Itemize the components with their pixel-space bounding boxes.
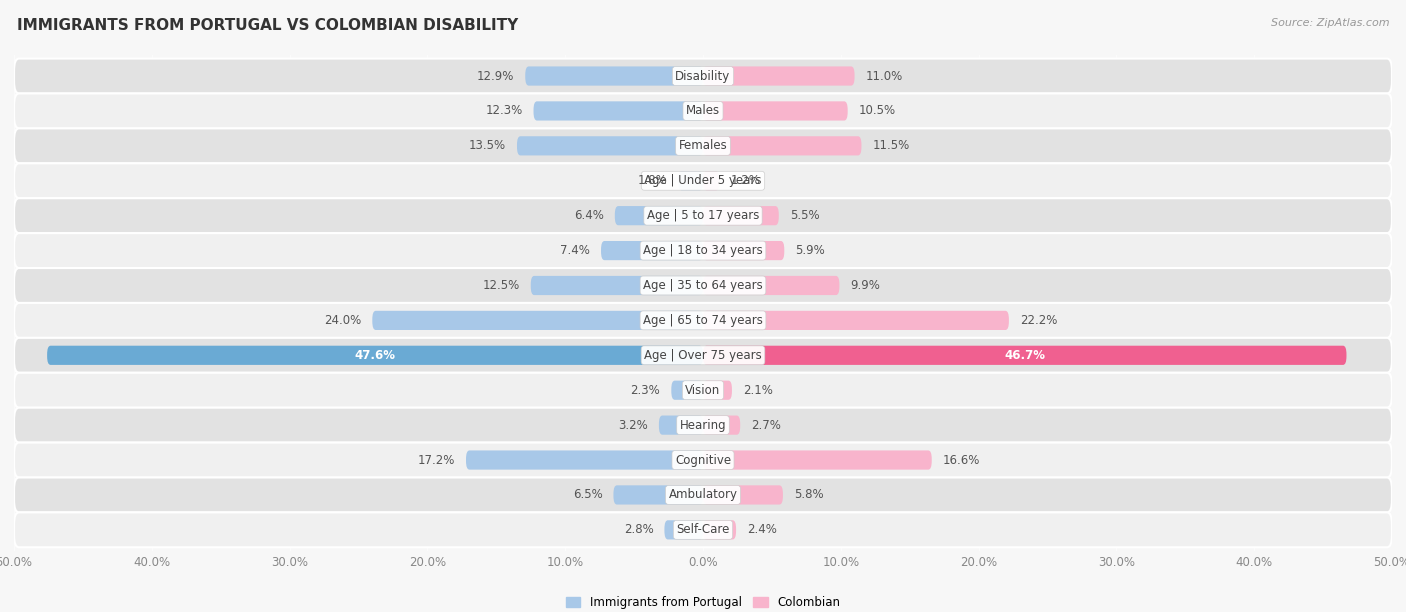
- Text: Males: Males: [686, 105, 720, 118]
- Text: Cognitive: Cognitive: [675, 453, 731, 466]
- Text: 12.5%: 12.5%: [482, 279, 520, 292]
- FancyBboxPatch shape: [14, 477, 1392, 512]
- FancyBboxPatch shape: [678, 171, 703, 190]
- FancyBboxPatch shape: [14, 198, 1392, 233]
- FancyBboxPatch shape: [517, 136, 703, 155]
- Legend: Immigrants from Portugal, Colombian: Immigrants from Portugal, Colombian: [567, 596, 839, 610]
- Text: Vision: Vision: [685, 384, 721, 397]
- FancyBboxPatch shape: [465, 450, 703, 469]
- FancyBboxPatch shape: [14, 94, 1392, 129]
- Text: Age | 35 to 64 years: Age | 35 to 64 years: [643, 279, 763, 292]
- Text: Age | 18 to 34 years: Age | 18 to 34 years: [643, 244, 763, 257]
- Text: Source: ZipAtlas.com: Source: ZipAtlas.com: [1271, 18, 1389, 28]
- Text: 13.5%: 13.5%: [468, 140, 506, 152]
- Text: Age | 5 to 17 years: Age | 5 to 17 years: [647, 209, 759, 222]
- Text: 16.6%: 16.6%: [943, 453, 980, 466]
- Text: Self-Care: Self-Care: [676, 523, 730, 536]
- FancyBboxPatch shape: [703, 102, 848, 121]
- FancyBboxPatch shape: [614, 206, 703, 225]
- Text: 2.3%: 2.3%: [630, 384, 661, 397]
- FancyBboxPatch shape: [14, 129, 1392, 163]
- Text: Age | Under 5 years: Age | Under 5 years: [644, 174, 762, 187]
- FancyBboxPatch shape: [703, 206, 779, 225]
- Text: 5.9%: 5.9%: [796, 244, 825, 257]
- Text: 9.9%: 9.9%: [851, 279, 880, 292]
- FancyBboxPatch shape: [703, 381, 733, 400]
- FancyBboxPatch shape: [531, 276, 703, 295]
- Text: 24.0%: 24.0%: [323, 314, 361, 327]
- Text: Age | 65 to 74 years: Age | 65 to 74 years: [643, 314, 763, 327]
- FancyBboxPatch shape: [14, 442, 1392, 477]
- FancyBboxPatch shape: [703, 520, 737, 539]
- FancyBboxPatch shape: [671, 381, 703, 400]
- FancyBboxPatch shape: [600, 241, 703, 260]
- FancyBboxPatch shape: [703, 311, 1010, 330]
- Text: 5.5%: 5.5%: [790, 209, 820, 222]
- Text: 12.9%: 12.9%: [477, 70, 515, 83]
- FancyBboxPatch shape: [14, 59, 1392, 94]
- FancyBboxPatch shape: [665, 520, 703, 539]
- FancyBboxPatch shape: [526, 67, 703, 86]
- Text: Hearing: Hearing: [679, 419, 727, 431]
- FancyBboxPatch shape: [14, 163, 1392, 198]
- Text: Disability: Disability: [675, 70, 731, 83]
- FancyBboxPatch shape: [703, 276, 839, 295]
- FancyBboxPatch shape: [373, 311, 703, 330]
- Text: 11.0%: 11.0%: [866, 70, 903, 83]
- FancyBboxPatch shape: [703, 485, 783, 504]
- FancyBboxPatch shape: [703, 67, 855, 86]
- FancyBboxPatch shape: [14, 408, 1392, 442]
- Text: 1.2%: 1.2%: [731, 174, 761, 187]
- FancyBboxPatch shape: [613, 485, 703, 504]
- Text: Ambulatory: Ambulatory: [668, 488, 738, 501]
- FancyBboxPatch shape: [14, 268, 1392, 303]
- Text: 2.1%: 2.1%: [742, 384, 773, 397]
- FancyBboxPatch shape: [703, 241, 785, 260]
- Text: 6.5%: 6.5%: [572, 488, 602, 501]
- Text: 2.7%: 2.7%: [751, 419, 782, 431]
- FancyBboxPatch shape: [703, 171, 720, 190]
- FancyBboxPatch shape: [48, 346, 703, 365]
- FancyBboxPatch shape: [14, 512, 1392, 547]
- Text: 10.5%: 10.5%: [859, 105, 896, 118]
- Text: Females: Females: [679, 140, 727, 152]
- Text: 7.4%: 7.4%: [560, 244, 591, 257]
- FancyBboxPatch shape: [703, 346, 1347, 365]
- Text: Age | Over 75 years: Age | Over 75 years: [644, 349, 762, 362]
- FancyBboxPatch shape: [14, 303, 1392, 338]
- FancyBboxPatch shape: [14, 373, 1392, 408]
- Text: 2.8%: 2.8%: [624, 523, 654, 536]
- FancyBboxPatch shape: [14, 233, 1392, 268]
- Text: 1.8%: 1.8%: [637, 174, 668, 187]
- Text: 12.3%: 12.3%: [485, 105, 523, 118]
- FancyBboxPatch shape: [14, 338, 1392, 373]
- FancyBboxPatch shape: [703, 450, 932, 469]
- Text: 17.2%: 17.2%: [418, 453, 456, 466]
- Text: 46.7%: 46.7%: [1004, 349, 1045, 362]
- Text: IMMIGRANTS FROM PORTUGAL VS COLOMBIAN DISABILITY: IMMIGRANTS FROM PORTUGAL VS COLOMBIAN DI…: [17, 18, 519, 34]
- Text: 11.5%: 11.5%: [873, 140, 910, 152]
- FancyBboxPatch shape: [703, 416, 740, 435]
- Text: 6.4%: 6.4%: [574, 209, 603, 222]
- Text: 5.8%: 5.8%: [794, 488, 824, 501]
- Text: 2.4%: 2.4%: [747, 523, 778, 536]
- FancyBboxPatch shape: [659, 416, 703, 435]
- Text: 3.2%: 3.2%: [619, 419, 648, 431]
- FancyBboxPatch shape: [703, 136, 862, 155]
- Text: 22.2%: 22.2%: [1019, 314, 1057, 327]
- Text: 47.6%: 47.6%: [354, 349, 395, 362]
- FancyBboxPatch shape: [533, 102, 703, 121]
